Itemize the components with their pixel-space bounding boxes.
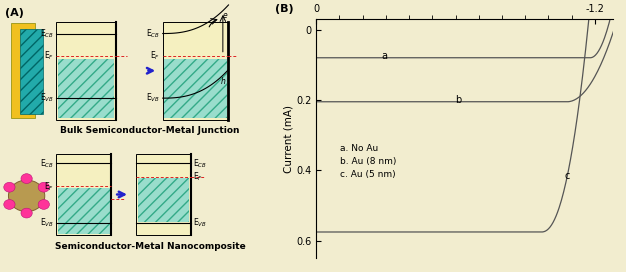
Text: (A): (A) (5, 8, 24, 18)
Text: E$_F$: E$_F$ (44, 180, 54, 193)
Text: Bulk Semiconductor-Metal Junction: Bulk Semiconductor-Metal Junction (61, 126, 240, 135)
Bar (58, 59, 114, 118)
Text: E$_F$: E$_F$ (150, 50, 160, 62)
Circle shape (21, 174, 33, 184)
Text: E$_{VB}$: E$_{VB}$ (40, 217, 54, 229)
Circle shape (38, 182, 49, 192)
Text: E$_{VB}$: E$_{VB}$ (193, 217, 207, 229)
Bar (163, 22, 228, 120)
Text: E$_{VB}$: E$_{VB}$ (146, 92, 160, 104)
Circle shape (4, 200, 15, 209)
Text: Semiconductor-Metal Nanocomposite: Semiconductor-Metal Nanocomposite (55, 242, 245, 251)
Text: E$_{CB}$: E$_{CB}$ (146, 27, 160, 40)
Bar (136, 154, 191, 235)
Text: h: h (220, 77, 225, 86)
Text: E$_{CB}$: E$_{CB}$ (193, 157, 207, 170)
Text: a. No Au
b. Au (8 nm)
c. Au (5 nm): a. No Au b. Au (8 nm) c. Au (5 nm) (340, 144, 396, 179)
Text: E$_{CB}$: E$_{CB}$ (40, 27, 54, 40)
Bar (56, 154, 111, 235)
Circle shape (4, 182, 15, 192)
Text: c: c (565, 171, 570, 181)
Text: E$_{CB}$: E$_{CB}$ (40, 157, 54, 170)
Text: e: e (222, 11, 227, 20)
Text: E$_F$: E$_F$ (193, 170, 203, 183)
Bar (58, 188, 110, 234)
Bar (11, 23, 35, 118)
Text: E$_F$: E$_F$ (44, 50, 54, 62)
Bar (138, 178, 189, 222)
Bar (56, 22, 116, 120)
Text: b: b (456, 95, 462, 105)
Bar (164, 59, 227, 118)
Text: a: a (381, 51, 387, 61)
Circle shape (38, 200, 49, 209)
Text: (B): (B) (274, 4, 293, 14)
Y-axis label: Current (mA): Current (mA) (283, 105, 293, 173)
Circle shape (9, 180, 45, 212)
Text: E$_{VB}$: E$_{VB}$ (40, 92, 54, 104)
Circle shape (21, 208, 32, 218)
Bar (21, 29, 43, 114)
